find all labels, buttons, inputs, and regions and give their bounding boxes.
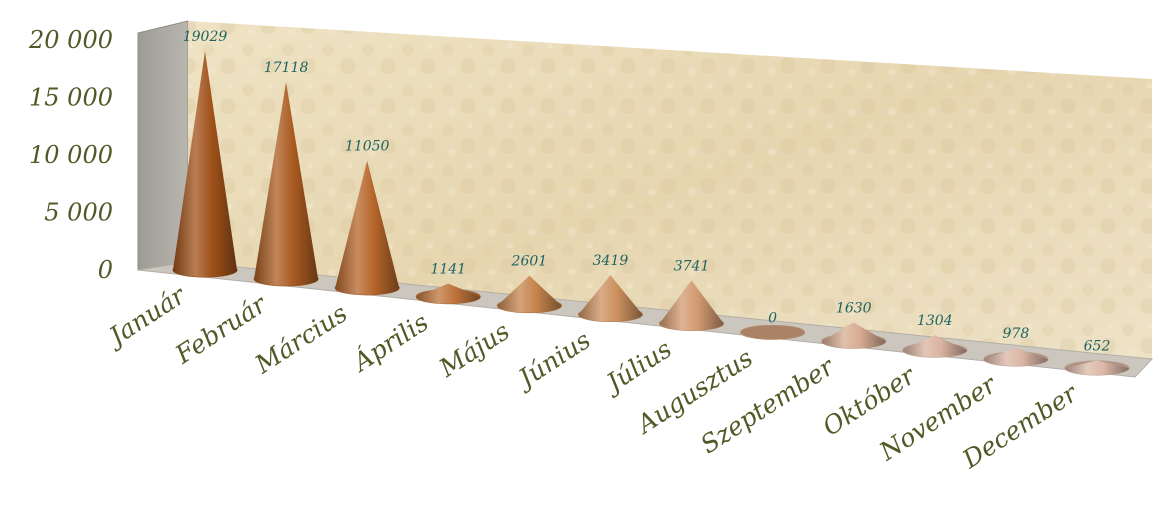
cone-június: 3419 xyxy=(577,253,643,323)
x-tick-label: Július xyxy=(597,334,677,400)
cone-május: 2601 xyxy=(496,254,562,314)
cone-body xyxy=(821,322,886,349)
x-tick-label: Június xyxy=(509,325,595,395)
y-tick-label: 15 000 xyxy=(29,84,113,112)
data-label: 978 xyxy=(1003,326,1030,342)
cone-body xyxy=(902,335,967,358)
y-tick-label: 0 xyxy=(98,256,113,284)
data-label: 1304 xyxy=(917,313,953,329)
data-label: 652 xyxy=(1084,339,1111,355)
cone-augusztus: 0 xyxy=(740,310,806,340)
cone-body xyxy=(254,82,319,286)
cone-body xyxy=(416,283,481,304)
cone-body xyxy=(335,160,400,295)
cone-január: 19029 xyxy=(172,29,238,278)
data-label: 3419 xyxy=(593,253,629,269)
data-label: 0 xyxy=(768,310,777,326)
x-tick-label: Május xyxy=(433,316,514,383)
y-tick-label: 5 000 xyxy=(44,199,113,227)
cone-február: 17118 xyxy=(253,60,319,287)
cone-body xyxy=(983,347,1048,367)
data-label: 1630 xyxy=(836,301,872,317)
cone-base xyxy=(740,324,806,340)
cone-body xyxy=(497,275,562,313)
cone-body xyxy=(659,280,724,331)
data-label: 2601 xyxy=(511,254,548,270)
cones: 19029 17118 11050 1141 2601 3419 3741 0 1630 1304… xyxy=(172,29,1130,376)
y-axis: 0 5 000 10 000 15 000 20 000 xyxy=(28,26,113,284)
data-label: 11050 xyxy=(345,139,390,155)
data-label: 17118 xyxy=(264,60,309,76)
cone-április: 1141 xyxy=(415,262,481,305)
cone-december: 652 xyxy=(1064,339,1130,376)
cone-szeptember: 1630 xyxy=(821,301,887,349)
cone-november: 978 xyxy=(983,326,1049,367)
back-wall-texture xyxy=(188,21,1152,359)
data-label: 1141 xyxy=(430,262,466,278)
x-tick-label: Április xyxy=(347,307,434,378)
cone-body xyxy=(1065,360,1129,375)
cone-body xyxy=(578,275,643,322)
cone-július: 3741 xyxy=(659,258,725,331)
data-label: 19029 xyxy=(183,29,228,45)
data-label: 3741 xyxy=(674,258,710,274)
cone-március: 11050 xyxy=(334,139,400,296)
y-tick-label: 10 000 xyxy=(29,141,113,169)
cone-október: 1304 xyxy=(902,313,968,358)
plot-walls xyxy=(137,20,1154,378)
y-tick-label: 20 000 xyxy=(28,26,113,54)
cone-body xyxy=(173,51,237,277)
